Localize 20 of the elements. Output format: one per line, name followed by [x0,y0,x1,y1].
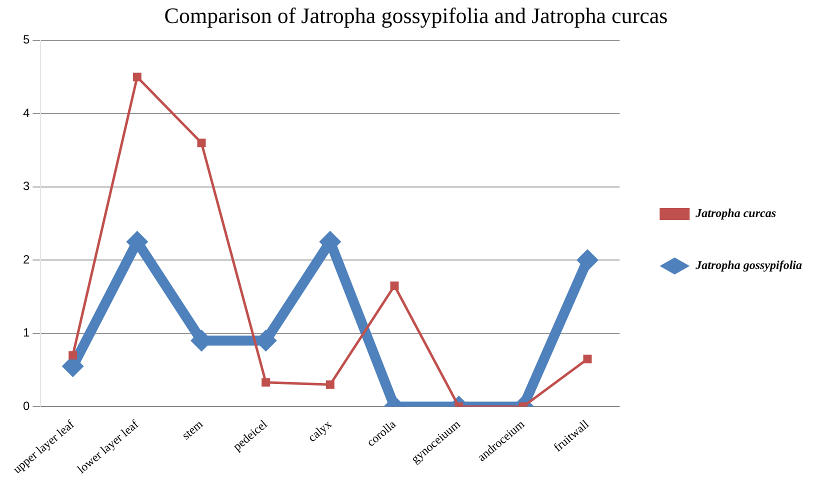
y-tick-label: 0 [22,398,30,413]
point [132,72,142,82]
point [197,138,206,148]
point [583,354,592,364]
point [576,249,598,272]
legend-label: Jatropha curcas [694,206,776,220]
y-tick-label: 5 [22,32,30,47]
x-tick-label: calyx [305,417,334,445]
point [326,380,334,389]
point [390,281,399,290]
x-tick-label: stem [179,416,206,442]
y-tick-label: 1 [22,326,30,340]
point [262,378,270,387]
point [126,230,148,253]
y-tick-label: 2 [22,252,30,266]
legend-label: Jatropha gossypifolia [694,258,802,272]
y-tick-label: 4 [22,106,30,120]
y-tick-label: 3 [22,179,30,194]
point [68,351,78,360]
chart-title: Comparison of Jatropha gossypifolia and Jatropha curcas [164,2,668,28]
